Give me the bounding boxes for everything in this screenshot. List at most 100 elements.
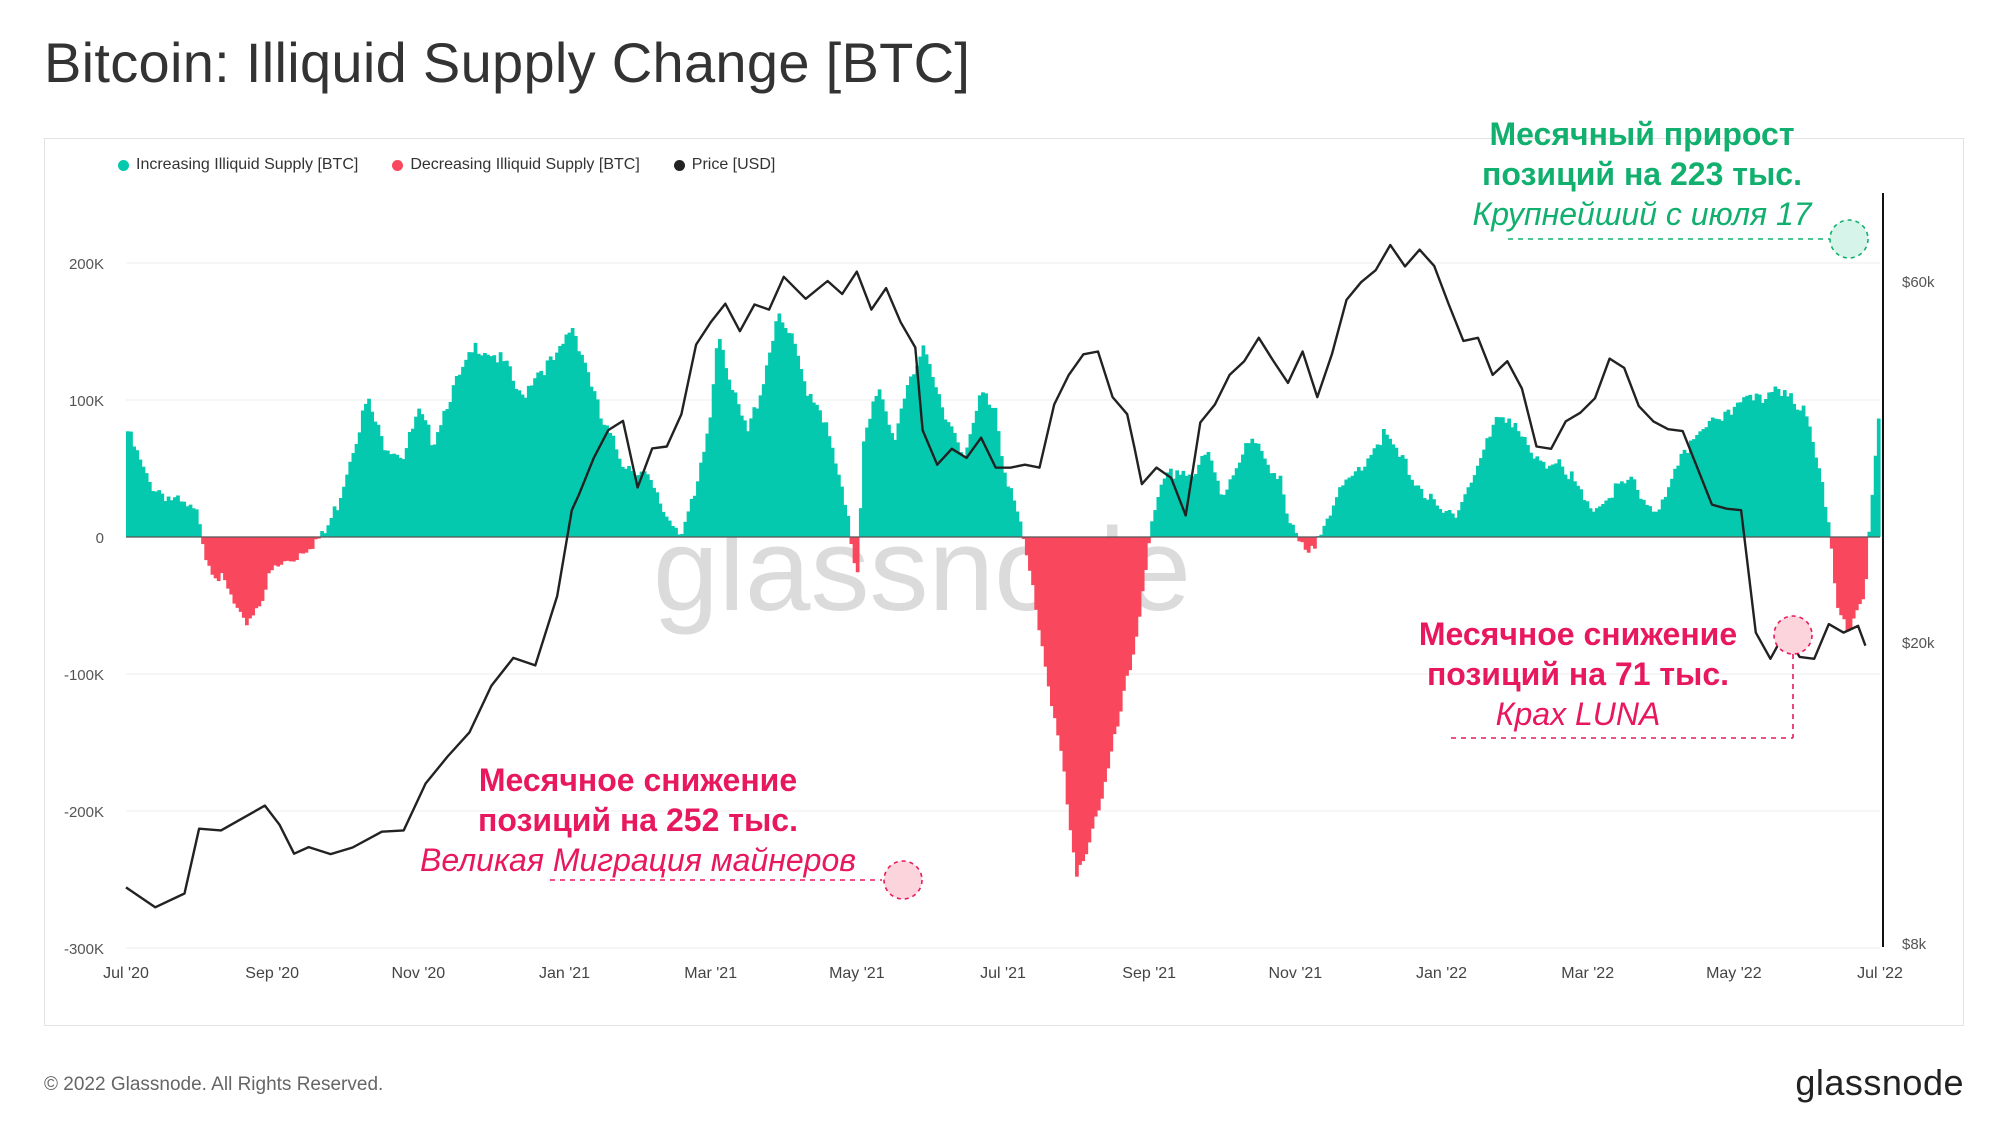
legend-item-increasing[interactable]: Increasing Illiquid Supply [BTC] bbox=[118, 156, 358, 174]
bar-increase bbox=[1206, 451, 1211, 537]
bar-increase bbox=[968, 434, 973, 537]
bar-increase bbox=[426, 424, 431, 537]
bar-increase bbox=[420, 414, 425, 537]
bar-increase bbox=[674, 527, 678, 537]
bar-increase bbox=[504, 360, 509, 537]
bar-increase bbox=[862, 441, 866, 537]
bar-increase bbox=[1535, 456, 1540, 537]
annotation-top-line1: Месячный прирост bbox=[1489, 116, 1795, 152]
bar-increase bbox=[1360, 470, 1364, 537]
bar-decrease bbox=[1128, 537, 1133, 671]
bar-increase bbox=[486, 354, 490, 537]
bar-increase bbox=[498, 352, 503, 537]
bar-increase bbox=[805, 395, 810, 537]
bar-increase bbox=[1679, 453, 1684, 537]
legend-item-decreasing[interactable]: Decreasing Illiquid Supply [BTC] bbox=[392, 156, 640, 174]
bar-increase bbox=[523, 397, 528, 537]
bar-increase bbox=[417, 408, 422, 537]
bar-decrease bbox=[273, 537, 277, 566]
bar-increase bbox=[708, 417, 713, 537]
bar-increase bbox=[790, 333, 794, 537]
bar-increase bbox=[630, 470, 634, 537]
bar-increase bbox=[166, 496, 171, 537]
bar-increase bbox=[1601, 504, 1605, 537]
bar-increase bbox=[655, 492, 660, 537]
bar-increase bbox=[927, 364, 932, 537]
bar-increase bbox=[1867, 531, 1872, 537]
bar-increase bbox=[1569, 471, 1574, 537]
bar-increase bbox=[1610, 497, 1615, 537]
bar-increase bbox=[439, 425, 443, 537]
bar-increase bbox=[1516, 431, 1521, 537]
bar-increase bbox=[1563, 474, 1568, 537]
bar-increase bbox=[1782, 390, 1787, 537]
bar-decrease bbox=[1046, 537, 1051, 687]
bar-increase bbox=[1278, 475, 1283, 537]
legend-item-price[interactable]: Price [USD] bbox=[673, 156, 775, 174]
bar-increase bbox=[1510, 427, 1515, 537]
bar-decrease bbox=[1112, 537, 1117, 735]
bar-increase bbox=[1513, 422, 1518, 537]
bar-increase bbox=[1425, 499, 1430, 537]
bar-increase bbox=[1228, 479, 1233, 537]
bar-decrease bbox=[304, 537, 309, 553]
bar-increase bbox=[877, 389, 882, 537]
bar-increase bbox=[1190, 476, 1195, 537]
bar-increase bbox=[1194, 474, 1198, 537]
bar-increase bbox=[508, 366, 512, 537]
annotation-migration-sub: Великая Миграция майнеров bbox=[420, 842, 856, 878]
bar-increase bbox=[811, 402, 816, 537]
bar-increase bbox=[1566, 479, 1571, 537]
legend-price-marker bbox=[673, 159, 685, 171]
bar-increase bbox=[1519, 436, 1524, 537]
bar-increase bbox=[1688, 440, 1693, 537]
bar-decrease bbox=[1829, 537, 1834, 549]
legend: Increasing Illiquid Supply [BTC] Decreas… bbox=[118, 156, 775, 174]
bar-increase bbox=[802, 381, 807, 537]
bar-decrease bbox=[1093, 537, 1098, 817]
bar-decrease bbox=[849, 537, 854, 545]
bar-increase bbox=[129, 431, 133, 537]
bar-increase bbox=[533, 378, 537, 537]
bar-increase bbox=[445, 409, 450, 537]
x-tick-label: May '21 bbox=[829, 965, 885, 982]
bar-increase bbox=[680, 533, 685, 537]
bar-increase bbox=[132, 446, 136, 537]
bar-increase bbox=[771, 340, 775, 537]
bar-decrease bbox=[248, 537, 252, 619]
bar-increase bbox=[1538, 460, 1543, 537]
bar-increase bbox=[1375, 444, 1380, 537]
bar-increase bbox=[620, 466, 625, 537]
bar-increase bbox=[1742, 397, 1746, 537]
bar-decrease bbox=[1024, 537, 1029, 556]
bar-increase bbox=[1623, 483, 1627, 537]
bar-increase bbox=[458, 374, 462, 537]
bar-increase bbox=[711, 384, 716, 537]
bar-increase bbox=[1200, 455, 1205, 537]
bar-increase bbox=[1363, 466, 1367, 537]
bar-decrease bbox=[1140, 537, 1145, 592]
bar-increase bbox=[786, 332, 791, 537]
bar-increase bbox=[1594, 508, 1599, 537]
bar-increase bbox=[492, 355, 497, 537]
bar-increase bbox=[658, 503, 663, 537]
bar-increase bbox=[761, 384, 766, 537]
glassnode-logo[interactable]: glassnode bbox=[1795, 1062, 1964, 1103]
bar-increase bbox=[824, 422, 829, 537]
bar-increase bbox=[642, 471, 647, 537]
bar-increase bbox=[182, 501, 187, 537]
bar-increase bbox=[755, 408, 760, 537]
bar-increase bbox=[1720, 420, 1724, 537]
bar-increase bbox=[1739, 402, 1743, 537]
bar-increase bbox=[1789, 393, 1793, 537]
bar-increase bbox=[577, 351, 581, 537]
bar-decrease bbox=[1864, 537, 1869, 580]
bar-decrease bbox=[282, 537, 287, 562]
bar-increase bbox=[699, 462, 703, 537]
bar-decrease bbox=[317, 537, 321, 539]
bar-increase bbox=[608, 432, 613, 537]
bar-increase bbox=[520, 394, 525, 537]
bar-increase bbox=[1735, 402, 1740, 537]
bar-increase bbox=[411, 428, 415, 537]
x-tick-label: Sep '20 bbox=[245, 965, 299, 982]
